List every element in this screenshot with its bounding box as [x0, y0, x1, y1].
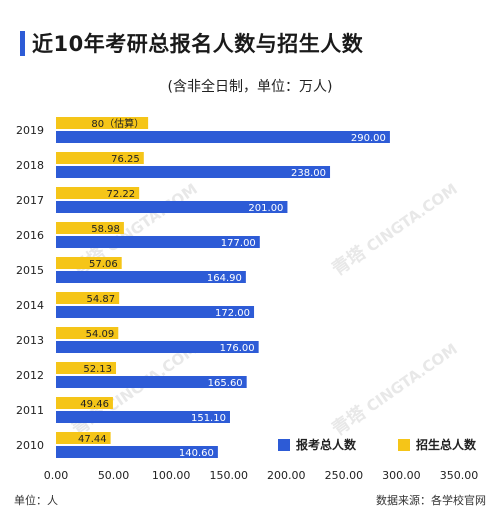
admitted-value-label: 80（估算）: [91, 117, 144, 130]
admitted-bar: [56, 187, 140, 199]
chart-subtitle: (含非全日制，单位：万人): [167, 79, 333, 95]
x-tick-label: 300.00: [382, 469, 421, 482]
source-note: 数据来源：各学校官网: [376, 494, 486, 507]
x-tick-label: 350.00: [440, 469, 479, 482]
year-label: 2011: [16, 404, 44, 417]
admitted-value-label: 47.44: [78, 434, 107, 445]
applicants-bar: [56, 306, 255, 318]
year-label: 2014: [16, 299, 44, 312]
applicants-value-label: 151.10: [191, 413, 226, 424]
admitted-bar: [56, 362, 117, 374]
legend-label-applicants: 报考总人数: [296, 437, 357, 452]
year-label: 2016: [16, 229, 44, 242]
applicants-bar: [56, 166, 331, 178]
year-label: 2012: [16, 369, 44, 382]
applicants-bar: [56, 131, 390, 143]
admitted-value-label: 52.13: [83, 364, 112, 375]
year-label: 2019: [16, 124, 44, 137]
x-tick-label: 250.00: [325, 469, 364, 482]
admitted-bar: [56, 432, 111, 444]
applicants-bar: [56, 341, 259, 353]
admitted-bar: [56, 257, 122, 269]
admitted-value-label: 49.46: [80, 399, 109, 410]
admitted-bar: [56, 152, 144, 164]
applicants-value-label: 140.60: [179, 448, 214, 459]
title-accent-bar: [20, 31, 25, 56]
admitted-bar: [56, 292, 120, 304]
applicants-value-label: 177.00: [221, 238, 256, 249]
admitted-value-label: 72.22: [107, 189, 136, 200]
admitted-value-label: 58.98: [91, 224, 120, 235]
applicants-value-label: 238.00: [291, 168, 326, 179]
admitted-value-label: 76.25: [111, 154, 140, 165]
x-tick-label: 0.00: [44, 469, 69, 482]
applicants-value-label: 172.00: [215, 308, 250, 319]
applicants-value-label: 290.00: [351, 133, 386, 144]
applicants-value-label: 164.90: [207, 273, 242, 284]
x-tick-label: 100.00: [152, 469, 191, 482]
legend-label-admitted: 招生总人数: [416, 437, 477, 452]
year-label: 2017: [16, 194, 44, 207]
x-tick-label: 50.00: [98, 469, 130, 482]
admitted-value-label: 54.09: [86, 329, 115, 340]
year-label: 2010: [16, 439, 44, 452]
admitted-bar: [56, 397, 113, 409]
legend-swatch-admitted: [398, 439, 410, 451]
admitted-bar: [56, 222, 124, 234]
applicants-bar: [56, 236, 260, 248]
applicants-value-label: 176.00: [220, 343, 255, 354]
applicants-bar: [56, 201, 288, 213]
x-tick-label: 200.00: [267, 469, 306, 482]
applicants-bar: [56, 411, 230, 423]
admitted-value-label: 57.06: [89, 259, 118, 270]
applicants-bar: [56, 446, 218, 458]
legend-swatch-applicants: [278, 439, 290, 451]
unit-note: 单位：人: [14, 494, 58, 507]
applicants-bar: [56, 271, 246, 283]
year-label: 2013: [16, 334, 44, 347]
year-label: 2015: [16, 264, 44, 277]
year-label: 2018: [16, 159, 44, 172]
applicants-bar: [56, 376, 247, 388]
applicants-value-label: 165.60: [208, 378, 243, 389]
chart-title: 近10年考研总报名人数与招生人数: [32, 32, 364, 56]
applicants-value-label: 201.00: [248, 203, 283, 214]
admitted-bar: [56, 117, 149, 129]
admitted-value-label: 54.87: [87, 294, 116, 305]
admitted-bar: [56, 327, 119, 339]
x-tick-label: 150.00: [209, 469, 248, 482]
